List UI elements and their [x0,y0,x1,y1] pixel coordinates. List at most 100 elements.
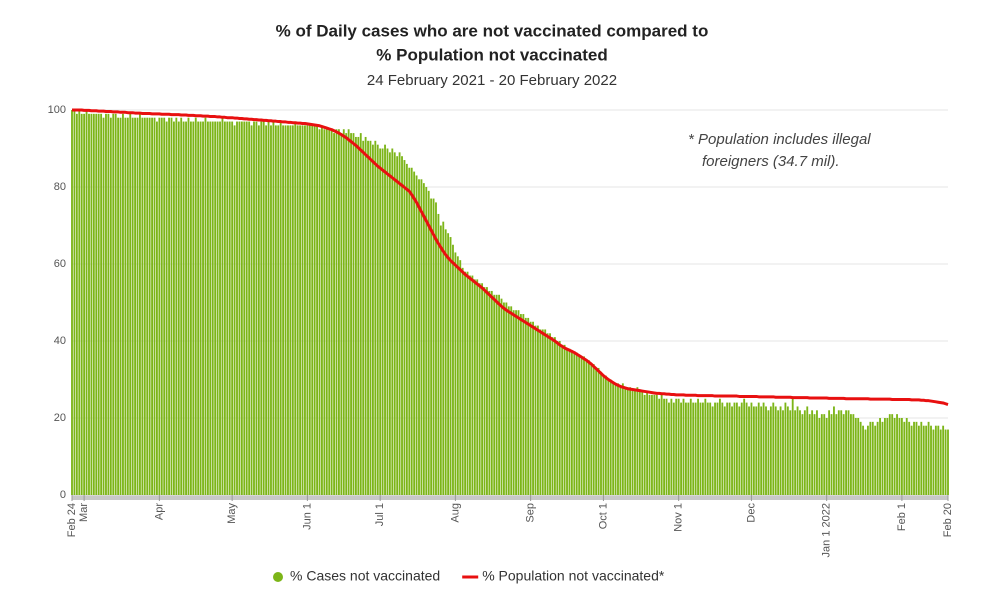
bar [859,421,862,495]
bar [726,402,729,495]
bar [709,402,712,495]
y-tick-label: 100 [48,104,66,116]
bar [539,329,542,495]
bar [685,402,687,495]
bar [597,367,600,495]
bar [248,121,251,496]
bar [663,398,666,495]
bar [291,125,294,496]
bar [823,414,826,495]
annotation: foreigners (34.7 mil). [702,153,840,170]
bar [745,402,748,495]
bar [410,167,413,495]
bar [891,414,894,495]
bar [243,121,246,496]
bar [354,136,357,495]
bar [109,117,112,495]
bar [136,117,139,495]
bar [886,418,889,495]
x-tick-label: Jun 1 [301,503,313,530]
bar [223,121,226,496]
bar [483,287,486,495]
bar [194,117,197,495]
bar [755,406,758,495]
bar [575,352,578,495]
bar [811,410,814,495]
bar [359,133,362,495]
bar [100,113,103,495]
bar [83,113,86,495]
bar [869,421,872,495]
bar [449,237,452,496]
x-tick-label: Aug [449,503,461,523]
bar [199,121,202,496]
bar [165,121,168,496]
bar [587,360,590,495]
bar [915,421,918,495]
bar [151,117,153,495]
x-tick-label: Feb 20 [942,503,954,537]
bar [867,425,869,495]
bar [740,402,743,495]
bar [512,310,515,495]
bar [871,421,874,495]
bar [718,398,721,495]
bar [437,213,440,495]
bar [665,398,668,495]
bar [658,398,661,495]
bar [636,387,639,495]
bar [549,333,551,495]
bar [721,402,724,495]
bar [852,414,855,495]
bar [939,429,942,495]
bar [250,125,253,496]
bar [648,394,651,495]
bar [158,117,161,495]
bar [643,394,646,495]
bar [396,156,399,495]
bar [452,244,454,495]
bar [682,398,685,495]
bar [784,402,787,495]
bar [301,125,304,496]
bar [461,267,464,495]
bar [153,117,156,495]
bar [398,152,401,495]
chart-title: % of Daily cases who are not vaccinated … [276,21,709,40]
bar [92,113,95,495]
bar [245,121,248,496]
bar [257,125,260,496]
bar [532,321,534,495]
bar [369,140,372,496]
bar [760,406,763,495]
bar [107,113,110,495]
legend-label: % Cases not vaccinated [290,568,440,584]
bar [308,125,311,496]
bar [255,121,258,496]
bar [527,317,530,495]
bar [170,117,173,495]
bar [439,225,442,495]
bar [813,414,816,495]
bar [626,387,629,495]
bar [73,110,76,495]
bar [456,256,459,495]
bar [287,125,289,496]
bar [391,148,394,495]
bar [209,121,212,496]
bar [444,229,447,495]
bar [711,406,714,495]
bar [774,406,777,495]
bar [432,198,435,496]
bar [883,418,886,495]
bar [570,352,573,495]
bar [765,406,767,495]
bar [180,117,183,495]
bar [279,121,282,496]
bar [168,117,170,495]
bar [585,360,588,495]
bar [172,121,175,496]
bar [580,356,583,495]
bar [379,148,382,495]
